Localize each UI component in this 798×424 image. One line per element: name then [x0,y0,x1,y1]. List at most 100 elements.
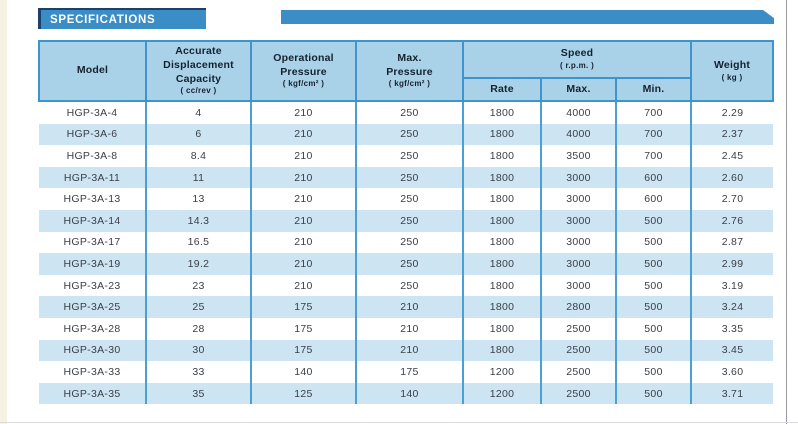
weight-cell: 2.29 [690,101,774,124]
speed-min-cell: 500 [614,231,693,254]
speed-rate-cell: 1800 [462,253,542,275]
speed-min-cell: 700 [614,101,693,124]
table-row: HGP-3A-4 4 210 250 1800 4000 700 2.29 [39,101,774,124]
model-cell: HGP-3A-4 [39,101,147,124]
model-cell: HGP-3A-33 [39,361,147,383]
speed-rate-cell: 1800 [462,101,542,124]
spec-table-body: HGP-3A-4 4 210 250 1800 4000 700 2.29 HGP-3A-6 6 2… [39,101,774,405]
speed-max-cell: 2500 [540,317,617,340]
weight-cell: 3.35 [690,317,774,340]
weight-cell: 2.99 [690,253,774,275]
weight-cell: 3.71 [690,382,774,405]
speed-min-cell: 500 [614,382,693,405]
op-pressure-cell: 210 [250,253,357,275]
speed-max-cell: 2500 [540,361,617,383]
table-row: HGP-3A-11 11 210 250 1800 3000 600 2.60 [39,166,774,189]
col-header-weight-label: Weight [714,58,751,71]
weight-cell: 3.60 [690,361,774,383]
table-row: HGP-3A-13 13 210 250 1800 3000 600 2.70 [39,188,774,210]
max-pressure-cell: 250 [355,188,464,210]
model-cell: HGP-3A-14 [39,209,147,232]
col-header-speed-min: Min. [614,77,693,102]
capacity-cell: 4 [145,101,252,124]
speed-max-cell: 3000 [540,253,617,275]
table-header: Model Accurate Displacement Capacity ( c… [38,40,775,102]
speed-min-cell: 500 [614,317,693,340]
capacity-cell: 13 [145,188,252,210]
model-cell: HGP-3A-23 [39,274,147,297]
col-header-weight: Weight ( kg ) [690,40,775,102]
op-pressure-cell: 125 [250,382,357,405]
header-ribbon [281,10,774,24]
table-row: HGP-3A-28 28 175 210 1800 2500 500 3.35 [39,317,774,340]
table-row: HGP-3A-30 30 175 210 1800 2500 500 3.45 [39,339,774,362]
speed-max-cell: 3000 [540,231,617,254]
max-pressure-cell: 250 [355,101,464,124]
op-pressure-cell: 210 [250,209,357,232]
table-row: HGP-3A-33 33 140 175 1200 2500 500 3.60 [39,361,774,383]
speed-min-cell: 700 [614,145,693,167]
model-cell: HGP-3A-30 [39,339,147,362]
col-header-capacity: Accurate Displacement Capacity ( cc/rev … [145,40,252,102]
table-row: HGP-3A-6 6 210 250 1800 4000 700 2.37 [39,123,774,146]
max-pressure-cell: 250 [355,231,464,254]
col-header-capacity-line2: Displacement [163,58,234,71]
capacity-cell: 16.5 [145,231,252,254]
speed-min-cell: 500 [614,209,693,232]
col-header-speed-unit: ( r.p.m. ) [559,61,595,71]
max-pressure-cell: 250 [355,123,464,146]
speed-max-cell: 3000 [540,166,617,189]
speed-rate-cell: 1800 [462,166,542,189]
col-header-max-pressure: Max. Pressure ( kgf/cm² ) [355,40,464,102]
col-header-capacity-line3: Capacity [175,72,222,85]
speed-rate-cell: 1800 [462,209,542,232]
max-pressure-cell: 175 [355,361,464,383]
col-header-op-line2: Pressure [280,65,327,78]
op-pressure-cell: 210 [250,188,357,210]
col-header-model-label: Model [76,64,109,77]
model-cell: HGP-3A-6 [39,123,147,146]
col-header-capacity-unit: ( cc/rev ) [180,86,217,96]
op-pressure-cell: 210 [250,231,357,254]
weight-cell: 2.37 [690,123,774,146]
speed-rate-cell: 1200 [462,361,542,383]
table-row: HGP-3A-8 8.4 210 250 1800 3500 700 2.45 [39,145,774,167]
model-cell: HGP-3A-28 [39,317,147,340]
model-cell: HGP-3A-13 [39,188,147,210]
table-row: HGP-3A-17 16.5 210 250 1800 3000 500 2.87 [39,231,774,254]
weight-cell: 3.24 [690,296,774,318]
op-pressure-cell: 210 [250,123,357,146]
weight-cell: 2.60 [690,166,774,189]
col-header-maxp-line1: Max. [397,52,422,65]
op-pressure-cell: 210 [250,274,357,297]
col-header-operational-pressure: Operational Pressure ( kgf/cm² ) [250,40,357,102]
table-row: HGP-3A-35 35 125 140 1200 2500 500 3.71 [39,382,774,405]
col-header-speed-rate: Rate [462,77,542,102]
table-row: HGP-3A-14 14.3 210 250 1800 3000 500 2.76 [39,209,774,232]
model-cell: HGP-3A-8 [39,145,147,167]
speed-min-cell: 600 [614,166,693,189]
max-pressure-cell: 250 [355,253,464,275]
speed-rate-cell: 1800 [462,296,542,318]
specifications-banner-label: SPECIFICATIONS [50,13,156,26]
model-cell: HGP-3A-35 [39,382,147,405]
weight-cell: 2.87 [690,231,774,254]
speed-rate-cell: 1800 [462,274,542,297]
col-header-model: Model [38,40,147,102]
capacity-cell: 28 [145,317,252,340]
speed-rate-cell: 1800 [462,317,542,340]
capacity-cell: 8.4 [145,145,252,167]
speed-min-cell: 700 [614,123,693,146]
speed-rate-cell: 1200 [462,382,542,405]
model-cell: HGP-3A-19 [39,253,147,275]
capacity-cell: 33 [145,361,252,383]
page-bottom-border [0,422,798,423]
col-header-capacity-line1: Accurate [175,45,222,58]
max-pressure-cell: 210 [355,296,464,318]
op-pressure-cell: 210 [250,101,357,124]
speed-rate-cell: 1800 [462,145,542,167]
speed-min-cell: 600 [614,188,693,210]
max-pressure-cell: 210 [355,317,464,340]
table-row: HGP-3A-25 25 175 210 1800 2800 500 3.24 [39,296,774,318]
speed-max-cell: 4000 [540,123,617,146]
